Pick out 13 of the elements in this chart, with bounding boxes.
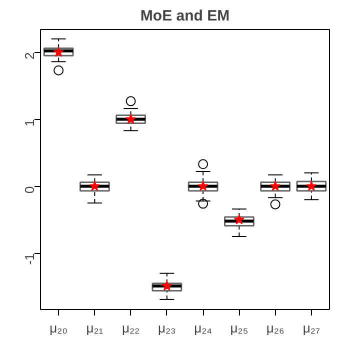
x-tick-label: μ₂₆ [266, 320, 284, 336]
x-tick-label: μ₂₇ [302, 320, 320, 336]
x-tick-label: μ₂₁ [86, 320, 104, 336]
x-tick-label: μ₂₅ [230, 320, 248, 336]
y-tick-label: 0 [22, 186, 37, 194]
y-tick-label: 2 [22, 52, 37, 60]
x-tick-label: μ₂₄ [194, 320, 212, 336]
y-tick-label: -1 [22, 253, 37, 265]
x-tick-label: μ₂₃ [158, 320, 176, 336]
y-tick-label: 1 [22, 119, 37, 126]
x-tick-label: μ₂₀ [50, 320, 68, 336]
chart-title: MoE and EM [140, 8, 230, 24]
x-tick-label: μ₂₂ [122, 320, 140, 336]
